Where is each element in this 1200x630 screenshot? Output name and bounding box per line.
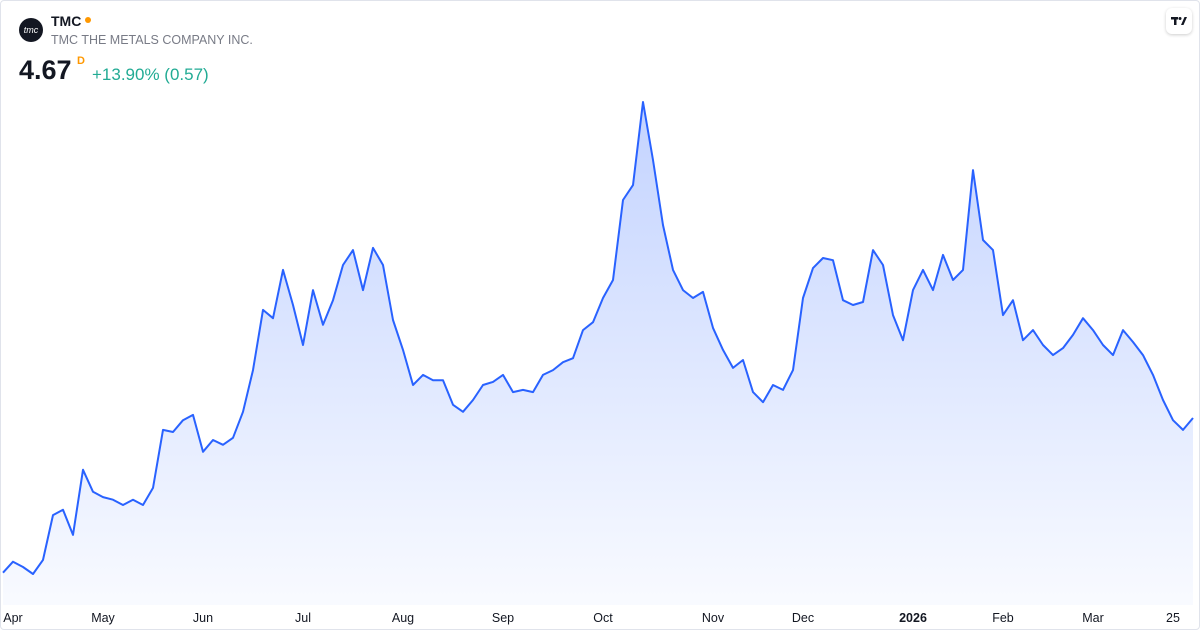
area-fill [3,102,1193,605]
x-tick-label: Oct [593,611,613,625]
x-tick-label: Aug [392,611,414,625]
status-dot [85,17,91,23]
x-tick-label: Feb [992,611,1014,625]
x-tick-label: May [91,611,115,625]
x-tick-label: Apr [3,611,22,625]
company-name: TMC THE METALS COMPANY INC. [51,33,253,47]
x-tick-label: 2026 [899,611,927,625]
price-line [2,101,1194,575]
brand-logo[interactable] [1166,8,1192,34]
brand-icon [1171,17,1187,25]
price-change: +13.90% (0.57) [92,65,209,84]
x-tick-label: Sep [492,611,514,625]
x-tick-label: Jul [295,611,311,625]
x-tick-label: Nov [702,611,725,625]
x-tick-label: Mar [1082,611,1104,625]
price: 4.67 [19,55,72,85]
x-tick-label: Jun [193,611,213,625]
interval: D [77,55,85,67]
logo: tmc [19,18,43,42]
x-tick-label: Dec [792,611,814,625]
x-tick-label: 25 [1166,611,1180,625]
symbol[interactable]: TMC [51,13,82,29]
